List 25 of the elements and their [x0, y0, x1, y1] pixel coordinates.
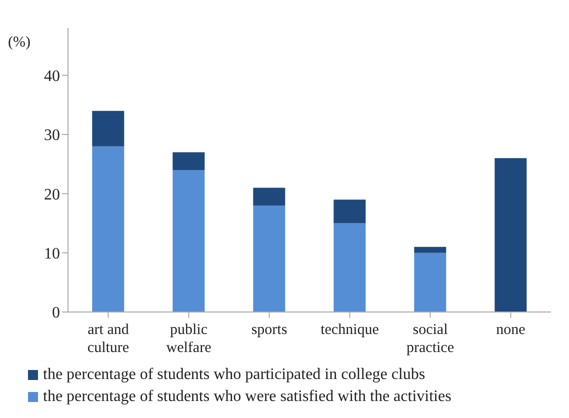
- y-tick-label: 30: [44, 127, 60, 144]
- x-tick-label: public welfare: [166, 322, 212, 356]
- bar: [172, 170, 205, 312]
- x-tick-label: sports: [251, 322, 288, 338]
- bar: [334, 200, 366, 224]
- bar: [253, 188, 286, 206]
- x-tick-label: none: [496, 322, 526, 338]
- legend-label: the percentage of students who were satisfied with the activities: [43, 388, 452, 406]
- bar: [172, 152, 205, 170]
- y-axis-title: (%): [8, 34, 30, 51]
- y-tick-label: 40: [44, 68, 60, 86]
- bar: [414, 246, 446, 253]
- legend-label: the percentage of students who participated in college clubs: [43, 366, 426, 384]
- bar: [494, 158, 527, 312]
- bar: [334, 223, 366, 312]
- x-tick-label: social practice: [406, 322, 454, 356]
- y-tick-label: 10: [44, 246, 60, 263]
- bar: [92, 110, 124, 146]
- x-tick-label: technique: [320, 322, 380, 338]
- y-tick-label: 0: [52, 304, 60, 322]
- bar: [253, 206, 286, 312]
- x-tick-label: art and culture: [87, 322, 130, 356]
- bar: [92, 146, 124, 312]
- y-tick-label: 20: [44, 186, 60, 204]
- bar: [414, 252, 446, 312]
